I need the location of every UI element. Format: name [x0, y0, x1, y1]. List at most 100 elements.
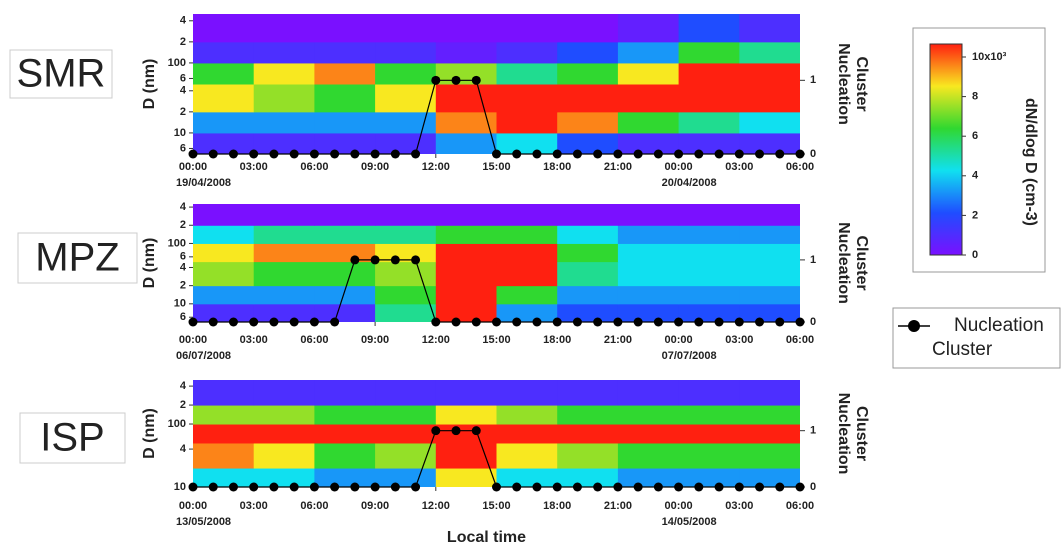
heatmap-cell: [496, 41, 558, 64]
chart-title: MPZ: [35, 236, 119, 280]
heatmap-cell: [435, 285, 497, 305]
series-marker: [532, 317, 542, 327]
heatmap-cell: [375, 111, 437, 134]
heatmap-cell: [193, 111, 255, 134]
y-axis-label: D (nm): [141, 238, 158, 289]
series-marker: [431, 75, 441, 85]
series-marker: [309, 317, 319, 327]
heatmap-cell: [739, 14, 800, 43]
heatmap-cell: [253, 14, 315, 43]
heatmap-cell: [557, 62, 619, 85]
date-label: 07/07/2008: [662, 350, 717, 362]
series-marker: [714, 317, 724, 327]
series-marker: [633, 149, 643, 159]
heatmap-cell: [435, 424, 497, 444]
y-tick-label: 100: [168, 418, 186, 430]
heatmap-cell: [253, 405, 315, 425]
heatmap-cell: [193, 243, 255, 263]
heatmap-cell: [375, 243, 437, 263]
heatmap-cell: [253, 204, 315, 226]
x-tick-label: 03:00: [725, 500, 753, 512]
heatmap-cell: [314, 261, 376, 287]
heatmap-cell: [253, 225, 315, 244]
series-marker: [188, 149, 198, 159]
y-tick-label: 2: [180, 219, 186, 231]
series-marker: [451, 317, 461, 327]
heatmap-cell: [314, 62, 376, 85]
heatmap-cell: [314, 41, 376, 64]
heatmap-cell: [739, 285, 800, 305]
x-tick-label: 21:00: [604, 500, 632, 512]
series-marker: [431, 426, 441, 436]
heatmap-cell: [253, 243, 315, 263]
x-tick-label: 06:00: [300, 500, 328, 512]
heatmap-cell: [253, 303, 315, 322]
date-label: 14/05/2008: [662, 516, 717, 528]
heatmap-cell: [253, 424, 315, 444]
heatmap-cell: [193, 405, 255, 425]
heatmap-cell: [739, 84, 800, 113]
series-marker: [471, 426, 481, 436]
series-marker: [775, 317, 785, 327]
heatmap-cell: [253, 41, 315, 64]
heatmap: [193, 14, 800, 154]
series-marker: [390, 255, 400, 265]
heatmap-cell: [739, 424, 800, 444]
y-tick-label: 2: [180, 399, 186, 411]
series-marker: [208, 317, 218, 327]
heatmap-cell: [557, 225, 619, 244]
series-marker: [593, 482, 603, 492]
series-marker: [370, 149, 380, 159]
y-tick-label: 6: [180, 142, 186, 154]
heatmap-cell: [678, 442, 740, 469]
x-tick-label: 06:00: [300, 334, 328, 346]
heatmap-cell: [314, 405, 376, 425]
heatmap-cell: [678, 14, 740, 43]
heatmap-cell: [253, 84, 315, 113]
series-marker: [532, 482, 542, 492]
heatmap-cell: [617, 84, 680, 113]
colorbar-tick-label: 10x10³: [972, 51, 1007, 63]
heatmap-cell: [253, 468, 315, 487]
heatmap-cell: [314, 204, 376, 226]
heatmap-cell: [253, 111, 315, 134]
heatmap-cell: [617, 204, 680, 226]
heatmap-cell: [739, 442, 800, 469]
series-marker: [350, 149, 360, 159]
heatmap-cell: [739, 204, 800, 226]
colorbar-tick-label: 6: [972, 130, 978, 142]
y-tick-label: 10: [174, 481, 186, 493]
series-marker: [188, 482, 198, 492]
heatmap-cell: [375, 84, 437, 113]
heatmap-cell: [375, 132, 437, 154]
date-label: 20/04/2008: [662, 177, 717, 189]
heatmap-cell: [435, 84, 497, 113]
heatmap-cell: [617, 243, 680, 263]
heatmap-cell: [435, 62, 497, 85]
heatmap-cell: [739, 111, 800, 134]
x-tick-label: 21:00: [604, 161, 632, 173]
heatmap-cell: [557, 41, 619, 64]
y2-tick-label: 0: [810, 481, 816, 493]
heatmap-cell: [435, 14, 497, 43]
heatmap-cell: [557, 424, 619, 444]
heatmap-cell: [314, 132, 376, 154]
heatmap-cell: [375, 261, 437, 287]
series-marker: [755, 149, 765, 159]
series-marker: [350, 255, 360, 265]
heatmap-cell: [314, 442, 376, 469]
series-marker: [755, 317, 765, 327]
heatmap-cell: [193, 285, 255, 305]
series-marker: [390, 482, 400, 492]
series-marker: [451, 75, 461, 85]
x-tick-label: 18:00: [543, 334, 571, 346]
series-marker: [249, 317, 259, 327]
x-tick-label: 18:00: [543, 161, 571, 173]
series-marker: [471, 75, 481, 85]
heatmap-cell: [739, 132, 800, 154]
heatmap-cell: [193, 204, 255, 226]
series-marker: [653, 149, 663, 159]
series-marker: [512, 317, 522, 327]
heatmap-cell: [496, 285, 558, 305]
y-tick-label: 4: [180, 201, 187, 213]
